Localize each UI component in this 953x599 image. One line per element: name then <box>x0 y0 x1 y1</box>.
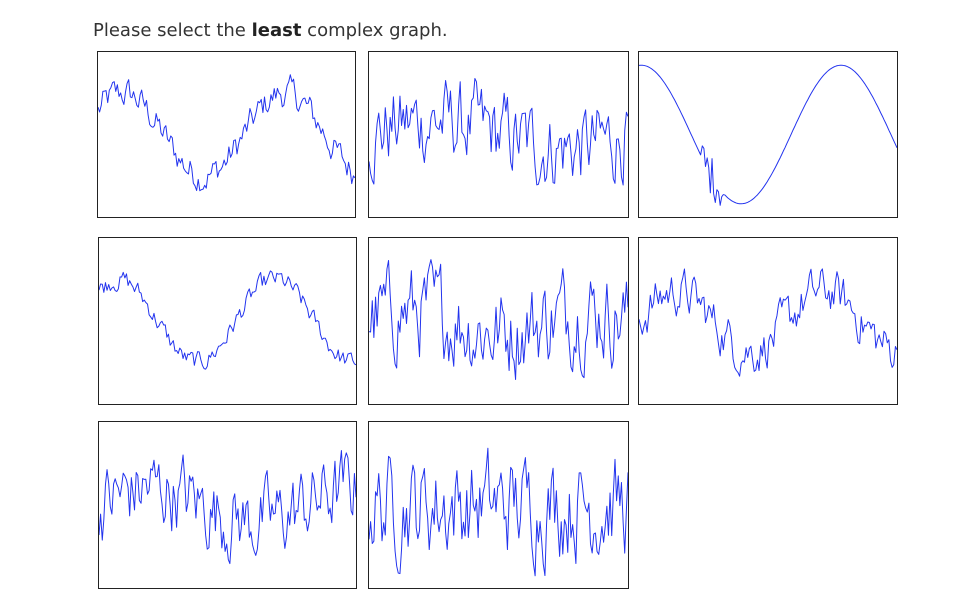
graph-option-8[interactable] <box>368 421 629 589</box>
graph-option-1[interactable] <box>97 51 356 218</box>
instruction-prefix: Please select the <box>93 20 252 41</box>
graph-line <box>369 77 628 186</box>
graph-option-7[interactable] <box>98 421 357 589</box>
graph-line <box>369 447 628 577</box>
graph-line <box>369 259 628 380</box>
graph-option-5[interactable] <box>368 237 629 405</box>
graph-line <box>98 74 355 192</box>
instruction-suffix: complex graph. <box>301 20 448 41</box>
graph-option-4[interactable] <box>98 237 357 405</box>
graph-line <box>639 268 897 377</box>
instruction-text: Please select the least complex graph. <box>93 20 448 41</box>
graph-option-6[interactable] <box>638 237 898 405</box>
graph-option-3[interactable] <box>638 51 898 218</box>
graph-line <box>99 270 356 370</box>
graph-option-2[interactable] <box>368 51 629 218</box>
graph-line <box>639 64 897 206</box>
instruction-emphasis: least <box>251 20 302 41</box>
graph-line <box>99 450 356 565</box>
